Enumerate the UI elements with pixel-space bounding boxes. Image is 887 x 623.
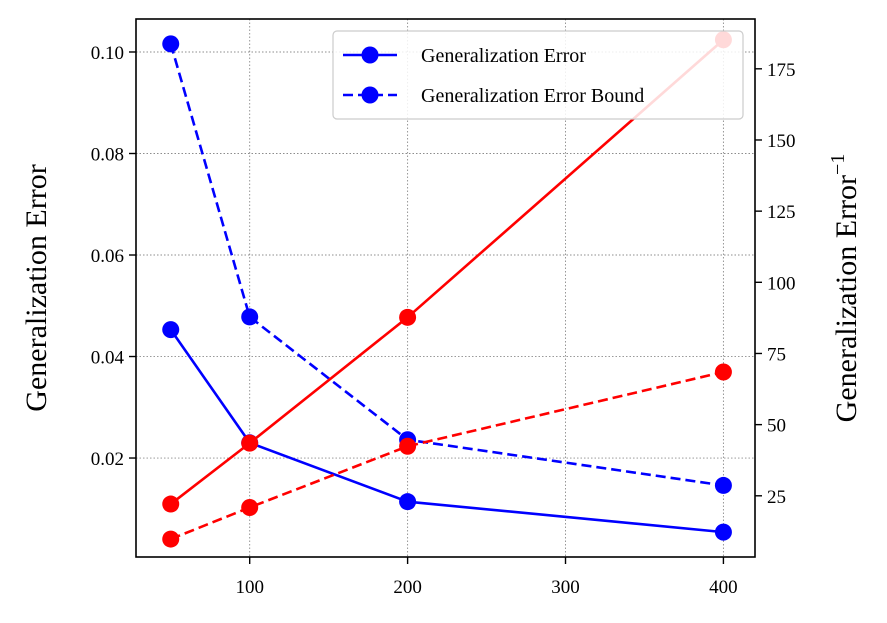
ticks: 100 200 300 400 0.02 0.04 0.06 0.08 0.10 25 50 75 10… — [91, 43, 796, 598]
x-tick-label: 300 — [551, 577, 580, 598]
y-left-tick-label: 0.04 — [91, 348, 125, 369]
legend-label-1: Generalization Error Bound — [421, 85, 644, 107]
legend-marker-1 — [361, 86, 379, 104]
y-left-tick-label: 0.10 — [91, 43, 124, 64]
series-0-point — [714, 523, 732, 541]
y-right-tick-label: 50 — [767, 416, 786, 437]
series-2-point — [162, 495, 180, 513]
y-axis-left-label: Generalization Error — [20, 164, 53, 411]
y-left-tick-label: 0.06 — [91, 246, 124, 267]
series-2-point — [241, 434, 259, 452]
series-1-point — [162, 35, 180, 53]
series-0-line — [169, 328, 724, 534]
series-1-point — [241, 308, 259, 326]
series-1-point — [714, 476, 732, 494]
series-layer — [162, 31, 732, 548]
series-0-point — [162, 321, 180, 339]
series-3-point — [241, 498, 259, 516]
series-3-point — [714, 363, 732, 381]
legend-label-0: Generalization Error — [421, 45, 586, 67]
y-right-tick-label: 175 — [767, 60, 796, 81]
y-axis-right-label-text: Generalization Error — [830, 175, 863, 422]
y-right-tick-label: 25 — [767, 487, 786, 508]
y-axis-right-label: Generalization Error−1 — [827, 154, 863, 423]
series-3-point — [162, 530, 180, 548]
y-axis-right-label-superscript: −1 — [827, 154, 849, 175]
y-right-tick-label: 125 — [767, 202, 796, 223]
series-0-point — [399, 493, 417, 511]
series-2-point — [399, 308, 417, 326]
series-3-point — [399, 437, 417, 455]
y-right-tick-label: 150 — [767, 131, 796, 152]
x-tick-label: 400 — [709, 577, 738, 598]
legend-box — [332, 30, 744, 120]
y-right-tick-label: 75 — [767, 344, 786, 365]
y-left-tick-label: 0.08 — [91, 145, 124, 166]
series-1-line — [169, 43, 724, 487]
y-left-tick-label: 0.02 — [91, 449, 124, 470]
legend: Generalization Error Generalization Error… — [332, 30, 744, 120]
plot-frame — [135, 18, 756, 558]
legend-marker-0 — [361, 46, 379, 64]
series-3-line — [170, 370, 724, 541]
series-2-line — [169, 38, 725, 506]
x-tick-label: 100 — [235, 577, 264, 598]
y-right-tick-label: 100 — [767, 273, 796, 294]
x-tick-label: 200 — [393, 577, 422, 598]
